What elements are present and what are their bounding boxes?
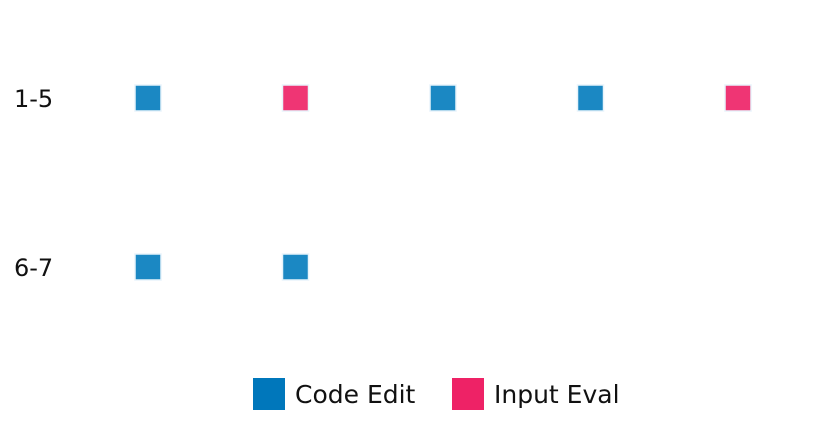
point-marker	[281, 84, 310, 112]
legend-label: Input Eval	[494, 380, 620, 409]
point-marker	[576, 84, 605, 112]
row-label: 6-7	[14, 254, 53, 282]
point-marker	[429, 84, 457, 112]
row-6-7: 6-7	[14, 253, 310, 282]
point-marker	[724, 84, 752, 112]
legend: Code Edit Input Eval	[253, 378, 620, 410]
point-marker	[134, 84, 162, 112]
legend-entry: Code Edit	[253, 378, 416, 410]
row-label: 1-5	[14, 85, 53, 113]
point-marker	[134, 253, 162, 281]
point-marker	[281, 253, 310, 281]
row-1-5: 1-5	[14, 84, 752, 113]
legend-swatch	[253, 378, 285, 410]
legend-swatch	[452, 378, 484, 410]
legend-label: Code Edit	[295, 380, 416, 409]
rows-layer: 1-5 6-7	[14, 84, 752, 282]
legend-entry: Input Eval	[452, 378, 620, 410]
